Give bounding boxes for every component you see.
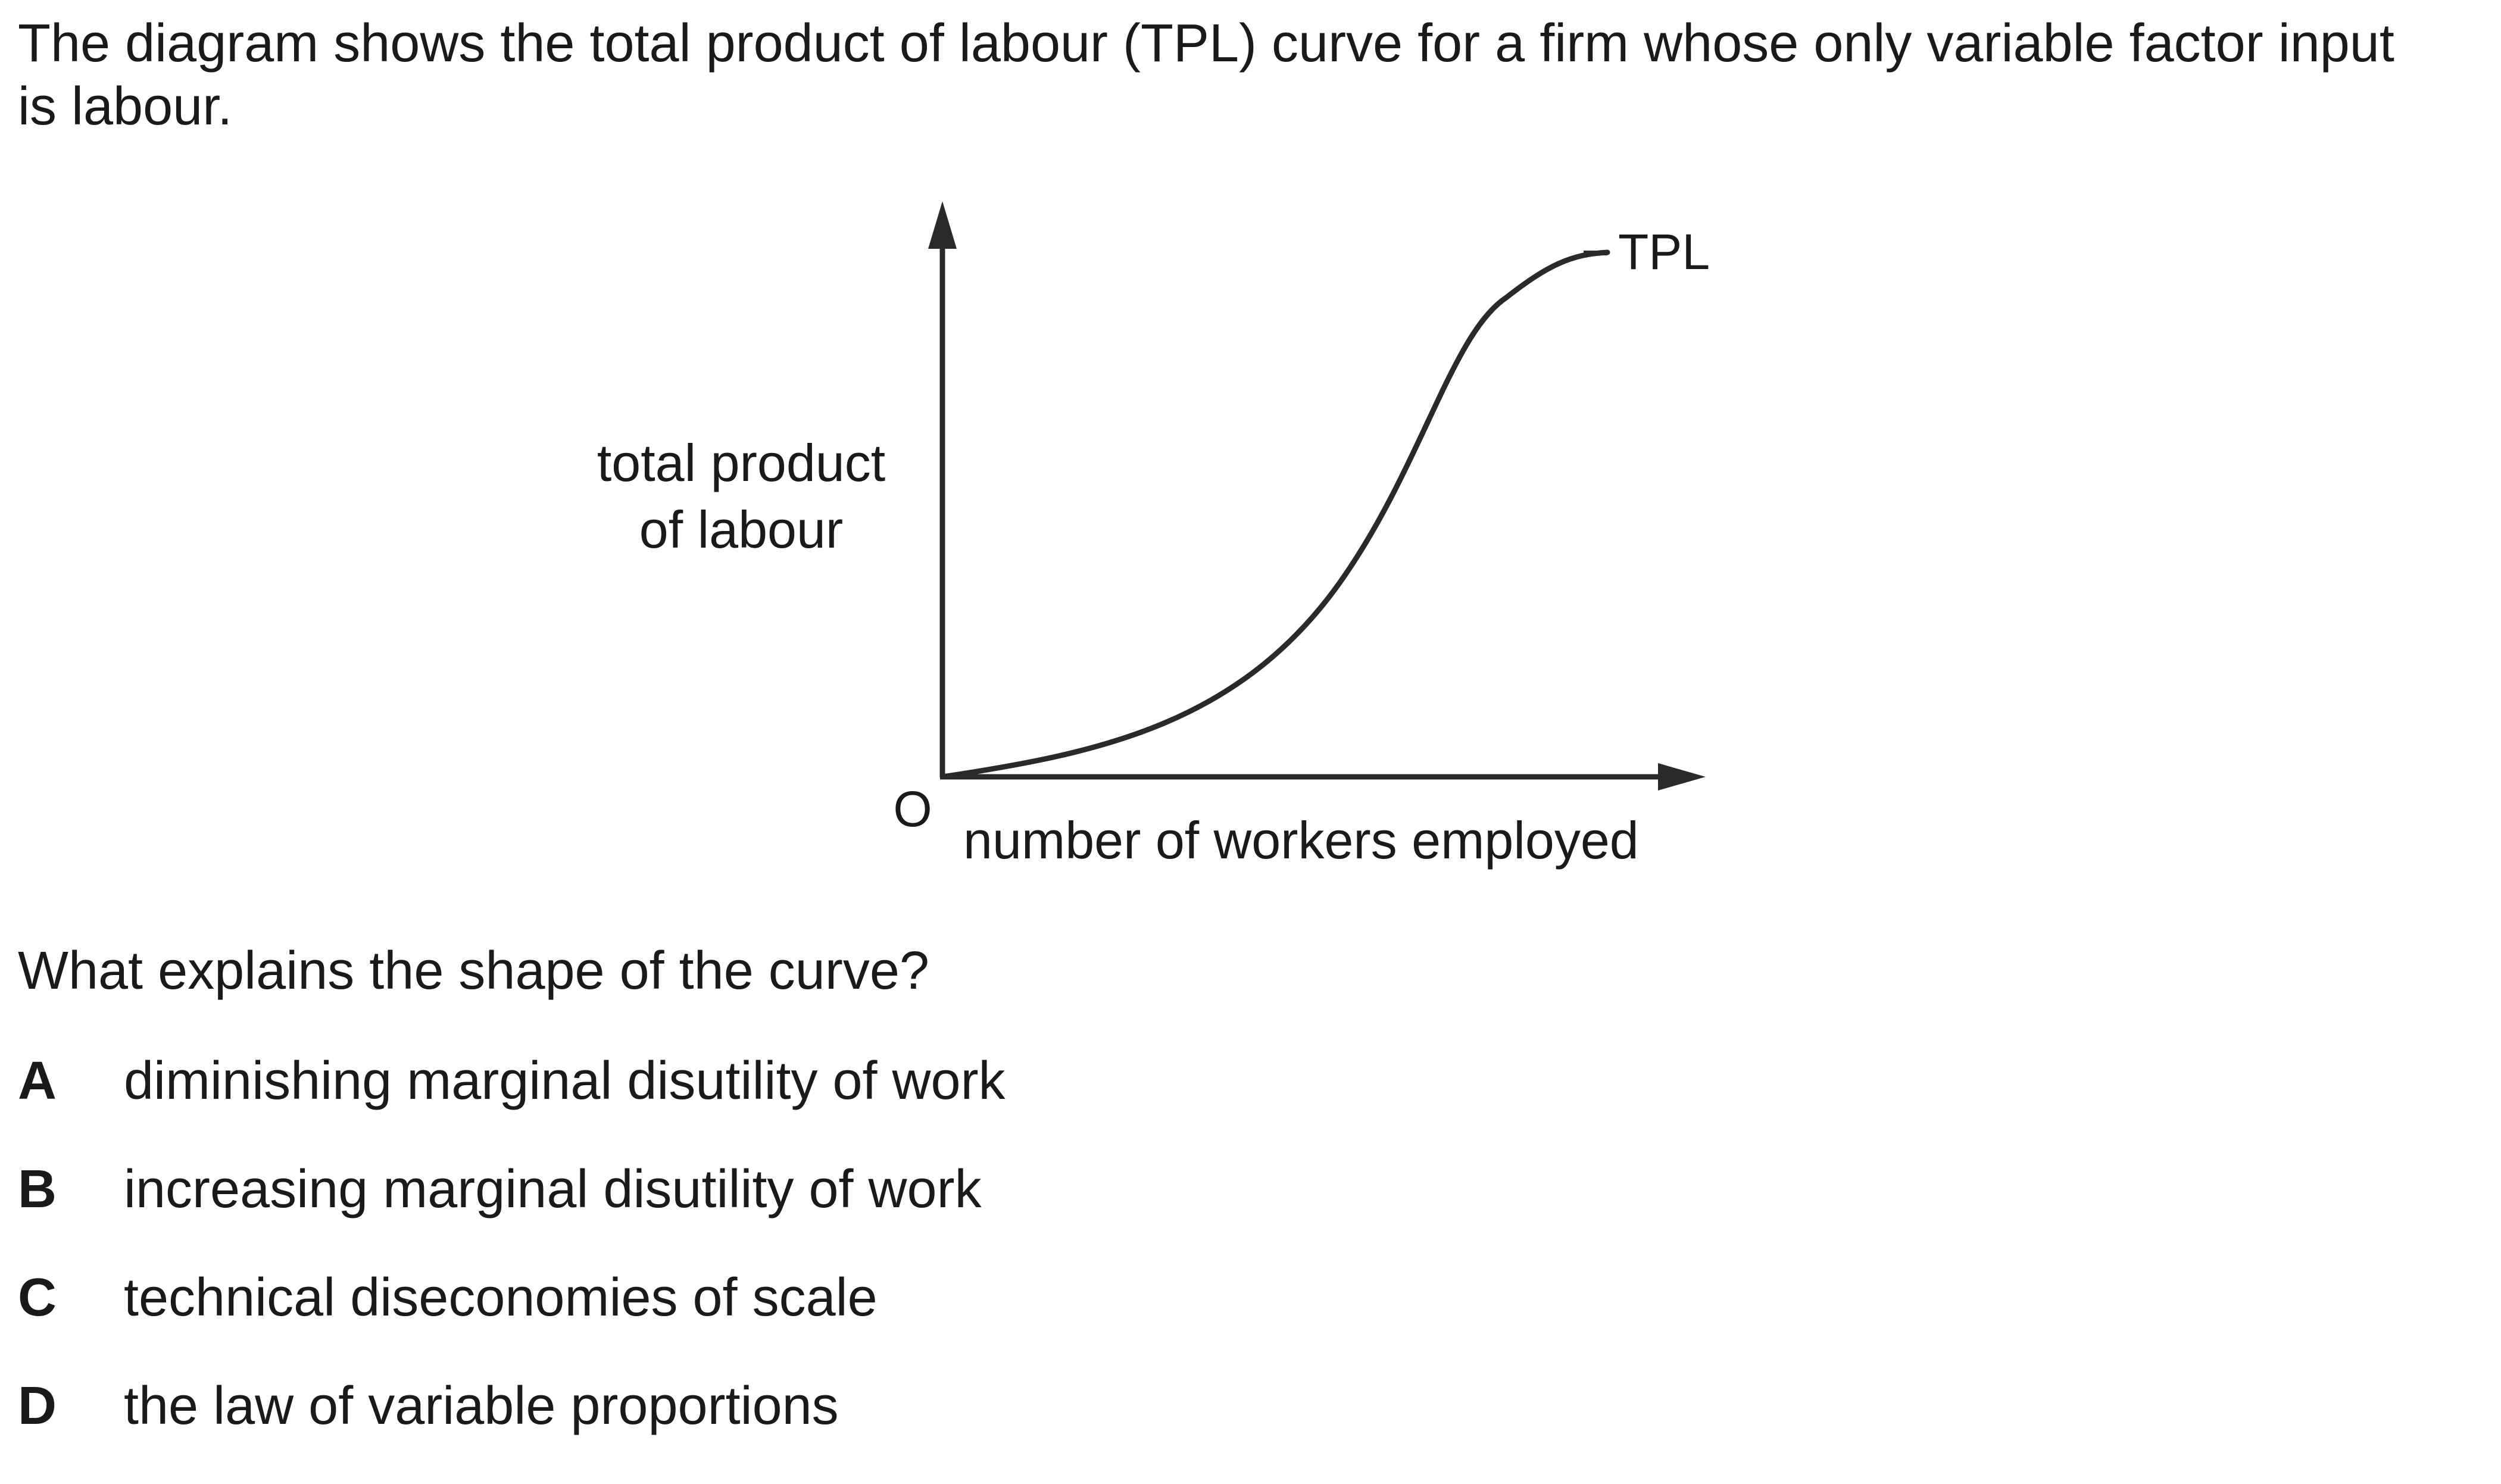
option-text: diminishing marginal disutility of work: [124, 1051, 1006, 1111]
option-letter: C: [18, 1268, 57, 1327]
option-letter: B: [18, 1160, 57, 1219]
option-text: increasing marginal disutility of work: [124, 1160, 982, 1219]
origin-label: O: [893, 781, 932, 837]
x-axis-label: number of workers employed: [963, 811, 1639, 870]
option-letter: A: [18, 1051, 57, 1111]
option-b[interactable]: B increasing marginal disutility of work: [18, 1159, 1006, 1267]
intro-text: The diagram shows the total product of l…: [18, 14, 2394, 136]
x-axis-arrowhead: [1658, 763, 1706, 791]
option-d[interactable]: D the law of variable proportions: [18, 1376, 1006, 1484]
answer-options: A diminishing marginal disutility of wor…: [18, 1051, 1006, 1484]
y-axis-label-line1: total product: [597, 433, 885, 492]
option-text: the law of variable proportions: [124, 1376, 839, 1436]
question-text: What explains the shape of the curve?: [18, 941, 929, 1001]
option-text: technical diseconomies of scale: [124, 1268, 878, 1327]
tpl-curve: [939, 249, 1610, 780]
y-axis-arrowhead: [928, 201, 957, 249]
option-a[interactable]: A diminishing marginal disutility of wor…: [18, 1051, 1006, 1159]
option-letter: D: [18, 1376, 57, 1436]
option-c[interactable]: C technical diseconomies of scale: [18, 1267, 1006, 1376]
y-axis-label-line2: of labour: [639, 500, 843, 559]
tpl-diagram: TPL total product of labour O number of …: [597, 201, 1710, 870]
tpl-curve-label: TPL: [1618, 224, 1710, 280]
